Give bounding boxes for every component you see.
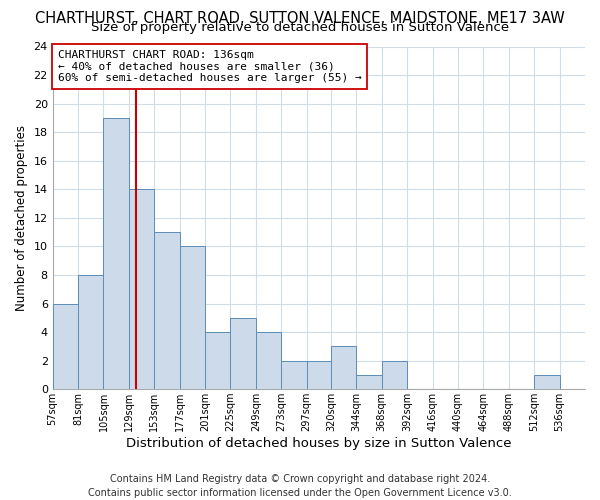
Bar [382, 360, 407, 389]
Bar [534, 375, 560, 389]
Bar [205, 332, 230, 389]
Text: Contains HM Land Registry data © Crown copyright and database right 2024.
Contai: Contains HM Land Registry data © Crown c… [88, 474, 512, 498]
Bar [230, 318, 256, 389]
Bar [129, 190, 154, 389]
Y-axis label: Number of detached properties: Number of detached properties [15, 125, 28, 311]
Bar [53, 304, 78, 389]
Text: CHARTHURST, CHART ROAD, SUTTON VALENCE, MAIDSTONE, ME17 3AW: CHARTHURST, CHART ROAD, SUTTON VALENCE, … [35, 11, 565, 26]
Text: CHARTHURST CHART ROAD: 136sqm
← 40% of detached houses are smaller (36)
60% of s: CHARTHURST CHART ROAD: 136sqm ← 40% of d… [58, 50, 362, 83]
Text: Size of property relative to detached houses in Sutton Valence: Size of property relative to detached ho… [91, 22, 509, 35]
Bar [356, 375, 382, 389]
Bar [256, 332, 281, 389]
Bar [179, 246, 205, 389]
Bar [103, 118, 129, 389]
X-axis label: Distribution of detached houses by size in Sutton Valence: Distribution of detached houses by size … [126, 437, 512, 450]
Bar [154, 232, 179, 389]
Bar [281, 360, 307, 389]
Bar [78, 275, 103, 389]
Bar [307, 360, 332, 389]
Bar [331, 346, 356, 389]
